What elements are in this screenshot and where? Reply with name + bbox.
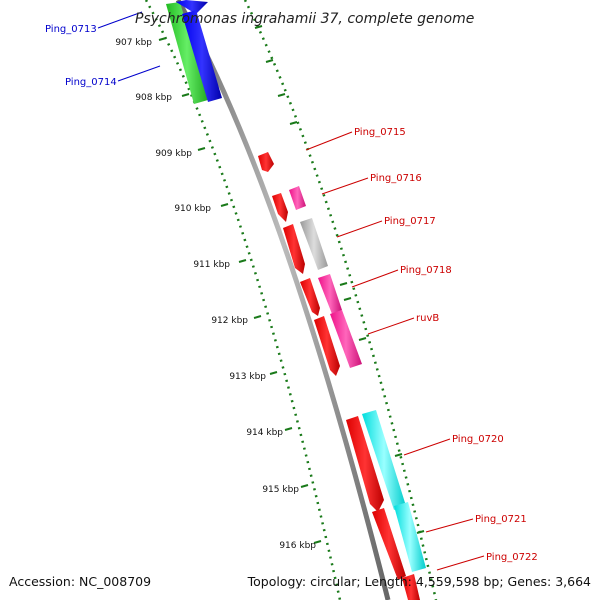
cog-segment-pink: [289, 186, 306, 210]
kbp-label: 916 kbp: [279, 541, 316, 551]
gene-label-ping-0718[interactable]: Ping_0718: [400, 265, 452, 276]
cog-segment-green: [166, 2, 208, 104]
kbp-label: 912 kbp: [211, 316, 248, 326]
gene-label-ping-0713[interactable]: Ping_0713: [45, 24, 97, 35]
gene-label-ping-0722[interactable]: Ping_0722: [486, 552, 538, 563]
gene-ping-0717-arrow[interactable]: [283, 224, 305, 274]
reverse-strand-genes: [166, 0, 222, 104]
gene-ping-0720-arrow[interactable]: [346, 416, 384, 512]
gene-ping-0713-arrow[interactable]: [176, 0, 208, 14]
kbp-label: 908 kbp: [135, 93, 172, 103]
genome-title: Psychromonas ingrahamii 37, complete gen…: [135, 11, 474, 27]
gene-label-ping-0721[interactable]: Ping_0721: [475, 514, 527, 525]
gene-ping-0722-arrow[interactable]: [402, 574, 420, 600]
kbp-label: 913 kbp: [229, 372, 266, 382]
gene-label-ping-0720[interactable]: Ping_0720: [452, 434, 504, 445]
kbp-labels: 907 kbp 908 kbp 909 kbp 910 kbp 911 kbp …: [115, 38, 316, 551]
topology-text: Topology: circular; Length: 4,559,598 bp…: [247, 574, 591, 589]
outer-kbp-ticks: [254, 25, 425, 534]
gene-ping-0715-arrow[interactable]: [258, 152, 274, 172]
cog-segment-pink: [318, 274, 342, 314]
forward-strand-genes: [258, 152, 426, 600]
gene-labels: Ping_0713 Ping_0714 Ping_0715 Ping_0716 …: [45, 24, 538, 563]
kbp-label: 915 kbp: [262, 485, 299, 495]
gene-label-ping-0715[interactable]: Ping_0715: [354, 127, 406, 138]
kbp-label: 909 kbp: [155, 149, 192, 159]
cog-segment-pink: [330, 310, 362, 368]
gene-label-ping-0714[interactable]: Ping_0714: [65, 77, 117, 88]
gene-label-ruvb[interactable]: ruvB: [416, 313, 439, 324]
gene-ping-0721-arrow[interactable]: [372, 508, 406, 580]
kbp-label: 910 kbp: [174, 204, 211, 214]
kbp-label: 911 kbp: [193, 260, 230, 270]
inner-tick-ring: [144, 0, 342, 600]
cog-segment-cyan: [394, 502, 426, 572]
gene-label-ping-0717[interactable]: Ping_0717: [384, 216, 436, 227]
kbp-label: 907 kbp: [115, 38, 152, 48]
cog-segment-gray: [300, 218, 328, 270]
accession-text: Accession: NC_008709: [9, 574, 152, 589]
gene-ruvb-arrow[interactable]: [314, 316, 340, 376]
label-leaders: [97, 11, 485, 571]
cog-segment-cyan: [362, 410, 406, 510]
gene-ping-0716-arrow[interactable]: [272, 193, 288, 222]
inner-kbp-ticks: [158, 37, 322, 544]
gene-ping-0714-arrow[interactable]: [182, 10, 222, 102]
gene-ping-0718-arrow[interactable]: [300, 278, 320, 316]
outer-tick-ring: [243, 0, 438, 600]
kbp-label: 914 kbp: [246, 428, 283, 438]
gene-label-ping-0716[interactable]: Ping_0716: [370, 173, 422, 184]
